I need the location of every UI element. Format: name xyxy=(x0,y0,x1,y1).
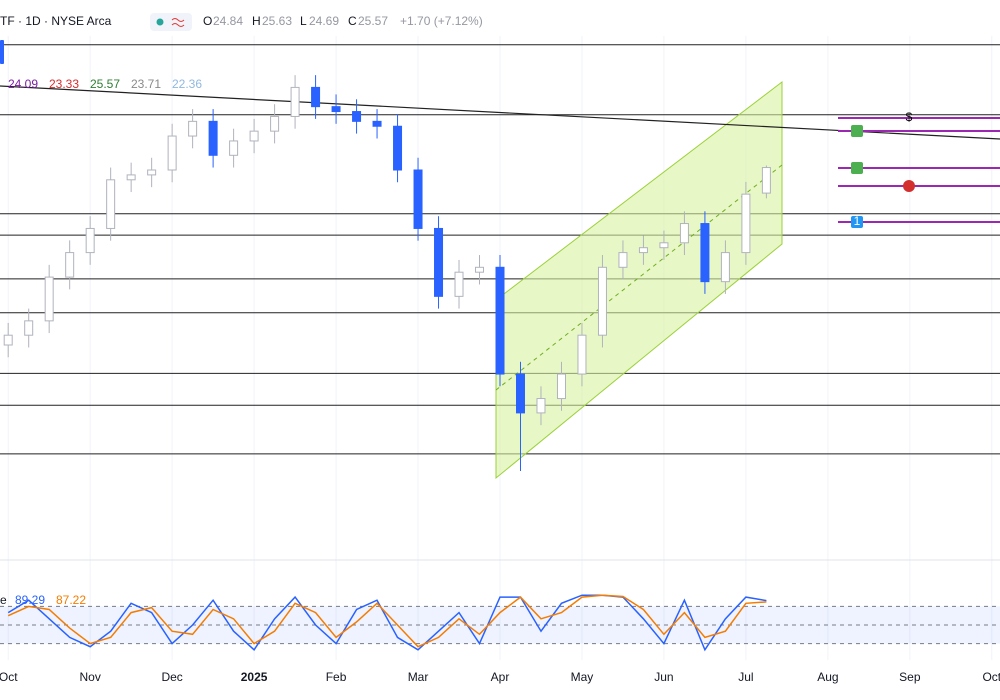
ohlc-label: O xyxy=(203,14,212,28)
stoch-line xyxy=(7,594,767,648)
x-tick-label: Sep xyxy=(899,670,921,684)
candle-body xyxy=(597,266,607,336)
x-axis: Oct Nov Dec 2025 Feb Mar Apr May Jun Jul Aug Sep Oct xyxy=(0,670,1000,684)
candle-body xyxy=(536,398,546,414)
candle-body xyxy=(393,125,403,171)
x-tick-label: Jul xyxy=(738,670,753,684)
status-icon xyxy=(171,18,185,27)
x-tick-label: Dec xyxy=(161,670,182,684)
candle-body xyxy=(659,242,669,249)
candle-body xyxy=(577,334,587,375)
candle-body xyxy=(126,174,136,181)
x-tick-label: May xyxy=(571,670,594,684)
symbol: TF · 1D · NYSE Arca xyxy=(0,14,112,28)
ohlc-label: C xyxy=(348,14,357,28)
candle-body xyxy=(556,373,566,400)
x-tick-label: Aug xyxy=(817,670,838,684)
candle-body xyxy=(352,111,362,122)
candle-body xyxy=(413,169,423,229)
stoch-value: 87.22 xyxy=(56,593,86,607)
order-lines xyxy=(838,117,1000,223)
pane-handle[interactable] xyxy=(0,40,4,64)
candle-body xyxy=(720,252,730,283)
check-icon[interactable] xyxy=(851,162,863,174)
order-annotation: $ xyxy=(906,110,913,124)
x-tick-label: Oct xyxy=(982,670,1000,684)
ohlc-value: 25.57 xyxy=(358,14,388,28)
ohlc-value: 24.69 xyxy=(309,14,339,28)
candle-body xyxy=(85,227,95,254)
stoch-value: 89.29 xyxy=(15,593,45,607)
cancel-icon[interactable] xyxy=(903,180,915,192)
candle-body xyxy=(495,266,505,375)
candle-body xyxy=(65,252,75,278)
trend-line xyxy=(0,85,1000,140)
x-tick-label: Jun xyxy=(654,670,673,684)
x-tick-label: Oct xyxy=(0,670,18,684)
status-dot xyxy=(156,18,164,26)
candles xyxy=(3,75,771,471)
candle-body xyxy=(147,169,157,176)
candle-body xyxy=(3,334,13,346)
x-tick-label: 2025 xyxy=(241,670,268,684)
candle-body xyxy=(270,115,280,132)
candle-body xyxy=(741,193,751,254)
candle-body xyxy=(700,223,710,283)
x-tick-label: Apr xyxy=(491,670,510,684)
order-annotation: 1 xyxy=(854,214,861,228)
candle-body xyxy=(44,276,54,322)
ohlc-label: L xyxy=(300,14,307,28)
candle-body xyxy=(638,247,648,254)
indicator-values: 24.09 23.33 25.57 23.71 22.36 xyxy=(8,77,202,91)
candle-body xyxy=(761,167,771,194)
indicator-value: 25.57 xyxy=(90,77,120,91)
ohlc-label: H xyxy=(252,14,261,28)
check-icon[interactable] xyxy=(851,125,863,137)
candle-body xyxy=(454,271,464,297)
candle-body xyxy=(24,320,34,336)
stoch-label: e xyxy=(0,593,7,607)
candle-body xyxy=(434,227,444,297)
indicator-value: 23.33 xyxy=(49,77,79,91)
candle-body xyxy=(249,130,259,142)
status-badge[interactable] xyxy=(150,13,192,31)
candle-body xyxy=(311,86,321,108)
candle-body xyxy=(229,140,239,156)
candle-body xyxy=(618,252,628,268)
indicator-value: 22.36 xyxy=(172,77,202,91)
stoch-line xyxy=(7,594,767,652)
candle-body xyxy=(290,86,300,117)
candle-body xyxy=(331,106,341,113)
stochastic: 89.29 87.22 xyxy=(0,593,1000,652)
alert-icon[interactable] xyxy=(851,216,863,228)
indicator-value: 24.09 xyxy=(8,77,38,91)
channel xyxy=(495,80,783,480)
ohlc-value: 25.63 xyxy=(262,14,292,28)
ohlc-change: +1.70 (+7.12%) xyxy=(400,14,483,28)
x-tick-label: Feb xyxy=(326,670,347,684)
candle-body xyxy=(372,120,382,127)
x-tick-label: Mar xyxy=(408,670,429,684)
ohlc-value: 24.84 xyxy=(213,14,243,28)
candle-body xyxy=(208,120,218,156)
candle-body xyxy=(167,135,177,171)
candle-body xyxy=(515,373,525,414)
candle-body xyxy=(679,223,689,244)
candle-body xyxy=(188,120,198,137)
candle-body xyxy=(106,179,116,229)
indicator-value: 23.71 xyxy=(131,77,161,91)
candle-body xyxy=(475,266,485,273)
x-tick-label: Nov xyxy=(79,670,100,684)
